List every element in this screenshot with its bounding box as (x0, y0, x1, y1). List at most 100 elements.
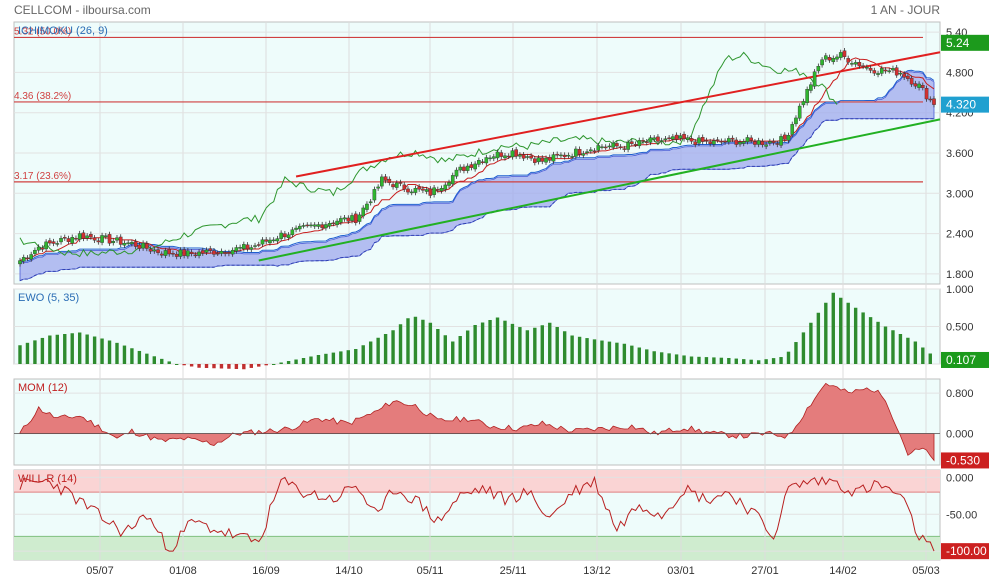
candle-body (297, 225, 302, 230)
ewo-bar (495, 317, 500, 364)
candle-body (801, 101, 806, 106)
ewo-bar (189, 364, 194, 367)
candle-body (805, 89, 809, 103)
candle-body (626, 142, 630, 150)
candle-body (96, 240, 101, 243)
ewo-bar (749, 359, 753, 364)
candle-body (394, 182, 399, 188)
upper-trend-line (295, 51, 941, 178)
candle-body (279, 232, 283, 239)
ewo-bar (704, 357, 709, 364)
candle-body (223, 252, 227, 254)
candle-body (518, 154, 522, 157)
candle-body (741, 141, 746, 144)
candle-body (495, 151, 500, 159)
ewo-bar (324, 353, 328, 364)
ewo-bar (533, 327, 537, 364)
candle-body (353, 213, 358, 224)
candle-body (831, 57, 836, 63)
ewo-bar (503, 320, 507, 364)
mom-tick-label: 0.000 (946, 429, 974, 441)
candle-body (253, 245, 257, 247)
candle-body (644, 141, 649, 143)
ewo-bar (219, 364, 224, 369)
ewo-bar (85, 334, 89, 364)
candle-body (678, 135, 683, 139)
ewo-bar (145, 353, 149, 364)
ewo-bar (607, 341, 612, 364)
candle-body (40, 247, 45, 250)
candle-body (376, 186, 380, 189)
fib-level-label: 4.36 (38.2%) (14, 91, 71, 102)
ewo-bar (734, 358, 738, 364)
ewo-bar (316, 355, 321, 364)
candle-body (913, 83, 918, 87)
fib-level-label: 5.32 (50.0%) (14, 26, 71, 37)
x-tick-label: 05/07 (86, 565, 114, 577)
ewo-bar (33, 340, 37, 364)
candle-body (756, 140, 761, 145)
candle-body (436, 189, 440, 191)
candle-body (682, 133, 686, 140)
candle-body (574, 148, 578, 157)
x-tick-label: 03/01 (667, 565, 695, 577)
candle-body (865, 67, 869, 69)
candle-body (506, 155, 511, 158)
ewo-bar (279, 362, 283, 364)
x-tick-label: 14/02 (829, 565, 857, 577)
last-price-badge-bg (941, 34, 989, 51)
candle-body (704, 140, 709, 142)
candle-body (249, 247, 254, 250)
candle-body (898, 72, 903, 75)
candle-body (454, 169, 459, 177)
price-tick-label: 2.400 (946, 229, 974, 241)
willr-panel-title: WILL R (14) (18, 473, 77, 485)
candle-body (652, 137, 657, 140)
ewo-bar (361, 345, 365, 364)
ewo-bar (264, 364, 268, 366)
candle-body (346, 217, 351, 222)
candle-body (107, 234, 112, 244)
candle-body (100, 235, 104, 243)
price-panel-title: ICHIMOKU (26, 9) (18, 25, 108, 37)
mom-value-badge: -0.530 (946, 453, 980, 467)
ewo-bar (540, 325, 544, 364)
ewo-bar (77, 332, 82, 364)
candle-body (674, 134, 679, 140)
candle-body (286, 234, 291, 238)
ewo-tick-label: 1.000 (946, 284, 974, 296)
candle-body (477, 160, 481, 165)
candle-body (637, 140, 642, 147)
candle-body (611, 142, 615, 148)
candle-body (268, 239, 272, 244)
candle-body (443, 184, 448, 190)
candle-body (361, 207, 366, 217)
candle-body (734, 139, 739, 145)
candle-body (186, 250, 190, 257)
candle-body (18, 260, 22, 265)
candle-body (182, 249, 186, 256)
candle-body (667, 137, 671, 140)
willr-line (19, 475, 935, 552)
candle-body (290, 229, 295, 235)
ewo-bar (376, 337, 380, 364)
candle-body (36, 246, 41, 251)
senkou-span-b-line (19, 118, 934, 282)
candle-body (622, 148, 627, 150)
ewo-bar (585, 338, 589, 364)
oversold-band (14, 536, 940, 560)
candle-body (596, 145, 601, 151)
ewo-bar (921, 347, 925, 364)
ewo-bar (257, 364, 261, 367)
candle-body (473, 163, 477, 170)
candle-body (816, 66, 821, 72)
candle-body (447, 182, 451, 186)
candle-body (544, 157, 548, 163)
candle-body (372, 189, 377, 201)
candle-body (55, 243, 60, 245)
candle-body (812, 71, 817, 87)
candle-body (671, 136, 675, 140)
mom-area (14, 382, 940, 462)
candle-body (29, 254, 33, 260)
candle-body (44, 241, 48, 250)
